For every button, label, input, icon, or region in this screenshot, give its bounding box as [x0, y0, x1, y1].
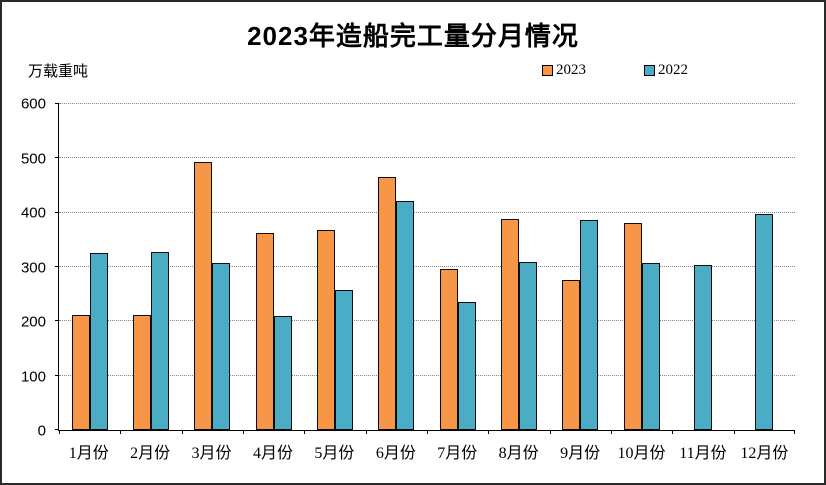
bar-group-8月份	[488, 104, 549, 430]
y-axis-label-200: 200	[20, 313, 46, 331]
bar-group-7月份	[427, 104, 488, 430]
y-axis-labels: 0 100 200 300 400 500 600	[0, 96, 52, 440]
bar-2022-10月份	[641, 262, 660, 430]
y-axis-label-300: 300	[20, 259, 46, 276]
legend-item-2023: 2023	[542, 62, 586, 79]
x-axis-label-4月份: 4月份	[252, 445, 293, 462]
x-axis-tick-11	[733, 430, 735, 434]
y-axis-tick-200	[55, 320, 59, 322]
y-axis-tick-300	[55, 266, 59, 267]
bar-2022-4月份	[273, 315, 292, 430]
x-axis-tick-2	[181, 430, 183, 434]
x-axis-label-8月份: 8月份	[498, 445, 539, 462]
x-axis-tick-7	[488, 430, 490, 434]
x-axis-tick-4	[304, 430, 306, 434]
legend-item-2022: 2022	[644, 62, 688, 79]
x-axis-tick-10	[672, 430, 674, 434]
x-axis-labels: 1月份 2月份 3月份 4月份 5月份 6月份 7月份 8月份 9月份 10月份 11月份 12月份	[58, 439, 795, 463]
bar-2022-8月份	[518, 261, 537, 430]
gridline-500	[59, 157, 795, 159]
gridline-200	[59, 320, 795, 322]
y-axis-tick-500	[55, 157, 59, 159]
bar-2023-6月份	[378, 177, 397, 430]
x-axis-label-5月份: 5月份	[314, 445, 355, 462]
x-axis-tick-6	[427, 430, 428, 434]
x-axis-tick-8	[549, 430, 551, 434]
x-axis-label-2月份: 2月份	[130, 445, 171, 462]
bar-group-4月份	[243, 104, 304, 430]
bar-group-10月份	[611, 104, 672, 430]
x-axis-label-6月份: 6月份	[375, 445, 416, 462]
legend-label-2022: 2022	[658, 62, 688, 78]
plot-wrap	[55, 103, 795, 434]
bar-2022-7月份	[457, 301, 476, 430]
bar-2023-9月份	[562, 280, 581, 430]
y-axis-label-0: 0	[37, 422, 46, 440]
bar-2023-7月份	[439, 269, 458, 430]
bar-2023-8月份	[500, 218, 519, 430]
bar-2022-12月份	[755, 214, 774, 430]
bar-group-9月份	[550, 104, 611, 430]
legend-label-2023: 2023	[556, 62, 586, 78]
y-axis-tick-600	[55, 103, 59, 104]
x-axis-label-7月份: 7月份	[437, 445, 478, 462]
x-axis-label-10月份: 10月份	[617, 445, 666, 462]
plot-area	[55, 103, 795, 434]
x-axis-tick-9	[611, 430, 612, 434]
legend-swatch-2023	[542, 65, 553, 76]
y-axis-label-500: 500	[20, 150, 46, 167]
legend-swatch-2022	[644, 65, 655, 76]
bar-group-12月份	[734, 104, 795, 430]
x-axis-label-9月份: 9月份	[560, 445, 601, 462]
bar-group-11月份	[672, 104, 733, 430]
x-axis-tick-0	[59, 430, 60, 434]
legend: 2023 2022	[542, 62, 688, 79]
y-axis-label-400: 400	[20, 204, 46, 222]
bar-2023-10月份	[623, 223, 642, 430]
gridline-600	[59, 103, 795, 104]
x-axis-label-11月份: 11月份	[679, 445, 727, 462]
bar-group-5月份	[304, 104, 365, 430]
x-axis-label-3月份: 3月份	[191, 445, 232, 462]
bar-2023-4月份	[255, 233, 274, 430]
y-axis-tick-100	[55, 374, 59, 376]
bar-2022-5月份	[334, 290, 353, 430]
bar-group-3月份	[182, 104, 243, 430]
y-axis-tick-400	[55, 211, 59, 213]
bar-groups	[59, 104, 795, 430]
y-axis-tick-0	[55, 429, 59, 430]
bar-group-2月份	[120, 104, 181, 430]
gridline-400	[59, 211, 795, 213]
x-axis-label-1月份: 1月份	[68, 445, 109, 462]
bar-group-1月份	[59, 104, 120, 430]
gridline-100	[59, 374, 795, 376]
x-axis-tick-12	[794, 430, 795, 434]
y-axis-label-100: 100	[20, 368, 46, 385]
x-axis-tick-3	[243, 430, 244, 434]
bar-2023-3月份	[194, 161, 213, 430]
y-axis-unit-label: 万载重吨	[28, 64, 89, 80]
x-axis-label-12月份: 12月份	[740, 445, 789, 462]
bar-2022-1月份	[89, 253, 108, 430]
bar-2022-2月份	[150, 252, 169, 430]
x-axis-tick-5	[365, 430, 367, 434]
bar-2022-3月份	[212, 262, 231, 430]
bar-2022-9月份	[580, 220, 599, 430]
bar-2022-11月份	[693, 264, 712, 430]
bar-2023-1月份	[71, 314, 90, 430]
bar-2022-6月份	[396, 201, 415, 430]
bar-2023-5月份	[316, 230, 335, 430]
x-axis-tick-1	[120, 430, 122, 434]
bar-2023-2月份	[132, 314, 151, 430]
chart-title: 2023年造船完工量分月情况	[247, 21, 579, 51]
y-axis-label-600: 600	[20, 95, 46, 113]
gridline-300	[59, 266, 795, 267]
bar-group-6月份	[366, 104, 427, 430]
